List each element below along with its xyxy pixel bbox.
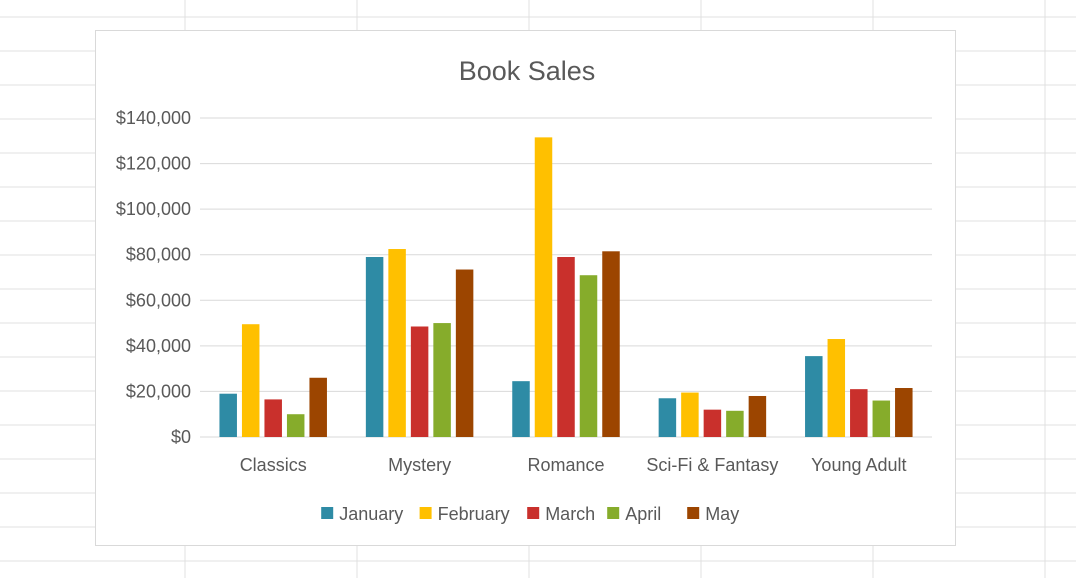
- legend-label: February: [438, 504, 510, 524]
- legend-swatch: [321, 507, 334, 519]
- bar: [534, 137, 553, 437]
- bar: [703, 409, 722, 437]
- legend-swatch: [687, 507, 700, 519]
- bar: [512, 381, 530, 437]
- legend-item: February: [419, 504, 510, 524]
- bar: [286, 414, 305, 437]
- bar: [557, 256, 575, 437]
- legend-item: January: [321, 504, 403, 524]
- bar: [602, 251, 620, 437]
- y-axis-labels: $0 $20,000 $40,000 $60,000 $80,000 $100,000 $1…: [116, 108, 191, 447]
- legend-label: May: [705, 504, 739, 524]
- bar: [827, 339, 846, 437]
- legend-swatch: [419, 507, 432, 519]
- bar: [805, 356, 823, 437]
- chart-area[interactable]: [95, 30, 956, 546]
- bar: [579, 275, 598, 437]
- legend-item: May: [687, 504, 739, 524]
- bar: [681, 392, 699, 437]
- bar: [895, 388, 913, 437]
- legend-label: March: [545, 504, 595, 524]
- y-tick-label: $60,000: [126, 290, 191, 310]
- y-tick-label: $20,000: [126, 381, 191, 401]
- bar: [410, 326, 429, 437]
- legend-swatch: [607, 507, 620, 519]
- bar: [365, 256, 384, 437]
- legend-swatch: [527, 507, 540, 519]
- legend-item: April: [607, 504, 661, 524]
- legend-label: April: [625, 504, 661, 524]
- x-tick-label: Young Adult: [811, 455, 906, 475]
- y-tick-label: $80,000: [126, 245, 191, 265]
- y-tick-label: $120,000: [116, 154, 191, 174]
- bar: [748, 395, 767, 437]
- bar: [455, 269, 474, 437]
- bar: [241, 324, 260, 437]
- bar: [309, 377, 327, 437]
- legend: January February March April May: [321, 504, 739, 524]
- x-tick-label: Mystery: [388, 455, 451, 475]
- bar: [850, 389, 868, 437]
- legend-item: March: [527, 504, 595, 524]
- x-tick-label: Sci-Fi & Fantasy: [646, 455, 778, 475]
- y-tick-label: $140,000: [116, 108, 191, 128]
- bar: [264, 399, 282, 437]
- chart-title: Book Sales: [459, 56, 596, 86]
- y-tick-label: $100,000: [116, 199, 191, 219]
- bar: [726, 410, 744, 437]
- y-tick-label: $0: [171, 427, 191, 447]
- bar: [872, 400, 891, 437]
- bar: [658, 398, 677, 437]
- y-tick-label: $40,000: [126, 336, 191, 356]
- x-axis-labels: Classics Mystery Romance Sci-Fi & Fantasy Yo…: [240, 455, 907, 475]
- x-tick-label: Classics: [240, 455, 307, 475]
- bars: [219, 137, 913, 437]
- bar: [433, 323, 451, 437]
- bar: [219, 393, 237, 437]
- bar: [388, 249, 406, 437]
- legend-label: January: [339, 504, 403, 524]
- x-tick-label: Romance: [527, 455, 604, 475]
